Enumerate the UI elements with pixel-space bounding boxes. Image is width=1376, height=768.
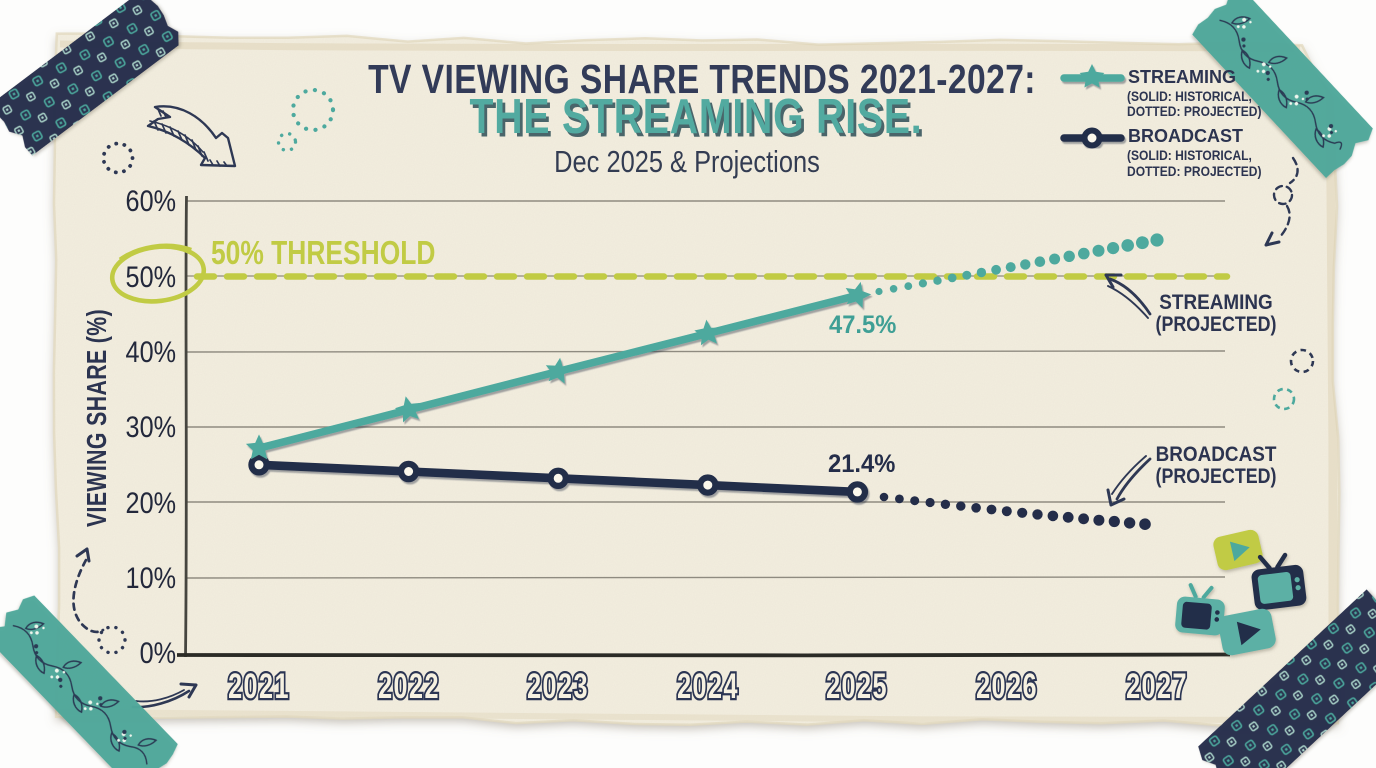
svg-text:2021: 2021 xyxy=(228,667,290,706)
svg-text:2027: 2027 xyxy=(1126,667,1188,706)
svg-text:2023: 2023 xyxy=(527,667,589,706)
svg-text:2024: 2024 xyxy=(677,667,739,706)
svg-text:2025: 2025 xyxy=(826,667,888,706)
svg-text:2022: 2022 xyxy=(378,667,440,706)
svg-text:2026: 2026 xyxy=(976,667,1038,706)
